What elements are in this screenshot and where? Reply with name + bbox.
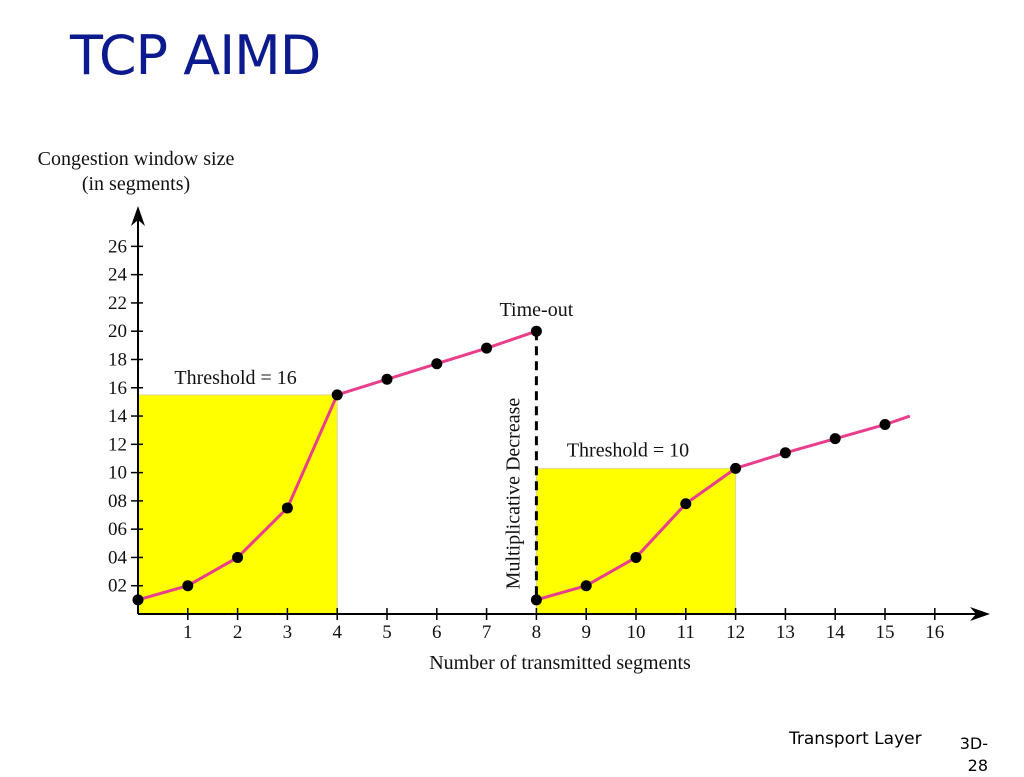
y-ticks: 02 04 06 08 10 12 14 16 18 20 22 24 26 xyxy=(108,236,143,597)
data-point xyxy=(431,358,443,370)
data-point xyxy=(132,594,144,606)
x-ticks: 1 2 3 4 5 6 7 8 9 10 11 12 13 14 15 16 xyxy=(183,608,944,643)
data-point xyxy=(730,462,742,474)
x-tick-label: 11 xyxy=(677,622,695,643)
y-tick-label: 06 xyxy=(108,519,127,540)
x-axis-arrow xyxy=(970,607,990,621)
x-tick-label: 2 xyxy=(233,622,243,643)
data-point xyxy=(580,580,592,592)
x-axis-label: Number of transmitted segments xyxy=(429,652,691,674)
y-tick-label: 22 xyxy=(108,293,127,314)
data-point xyxy=(381,373,393,385)
y-axis-arrow xyxy=(131,206,145,226)
data-point xyxy=(281,502,293,514)
x-tick-label: 14 xyxy=(826,622,846,643)
x-tick-label: 13 xyxy=(776,622,795,643)
threshold-10-label: Threshold = 10 xyxy=(567,439,689,461)
timeout-label: Time-out xyxy=(500,299,574,321)
slide-title: TCP AIMD xyxy=(70,24,321,87)
chart-annotations: Threshold = 16 Threshold = 10 Time-out M… xyxy=(174,299,689,589)
data-point xyxy=(630,551,642,563)
threshold-region-1 xyxy=(137,394,338,615)
y-tick-label: 14 xyxy=(108,406,128,427)
y-tick-label: 24 xyxy=(108,265,128,286)
data-point xyxy=(182,580,194,592)
data-point xyxy=(331,389,343,401)
data-point xyxy=(779,447,791,459)
data-point xyxy=(829,433,841,445)
y-tick-label: 20 xyxy=(108,321,127,342)
y-tick-label: 10 xyxy=(108,463,127,484)
threshold-regions xyxy=(137,394,737,615)
x-tick-label: 5 xyxy=(382,622,392,643)
y-tick-label: 26 xyxy=(108,236,127,257)
x-tick-label: 7 xyxy=(482,622,492,643)
x-tick-label: 3 xyxy=(283,622,293,643)
x-tick-label: 16 xyxy=(925,622,944,643)
threshold-16-label: Threshold = 16 xyxy=(174,367,296,389)
data-point xyxy=(680,498,692,510)
x-tick-label: 6 xyxy=(432,622,442,643)
data-point xyxy=(232,551,244,563)
x-tick-label: 1 xyxy=(183,622,193,643)
y-tick-label: 12 xyxy=(108,434,127,455)
data-point xyxy=(530,594,542,606)
y-tick-label: 18 xyxy=(108,349,127,370)
series-markers xyxy=(132,325,891,606)
data-point xyxy=(481,342,493,354)
x-tick-label: 9 xyxy=(581,622,591,643)
y-tick-label: 16 xyxy=(108,378,127,399)
x-tick-label: 10 xyxy=(627,622,646,643)
x-tick-label: 12 xyxy=(726,622,745,643)
footer-page-number: 3D-28 xyxy=(959,734,988,775)
y-tick-label: 08 xyxy=(108,491,127,512)
x-tick-label: 15 xyxy=(876,622,895,643)
x-tick-label: 8 xyxy=(532,622,542,643)
x-tick-label: 4 xyxy=(332,622,342,643)
y-axis-label-line-1: Congestion window size xyxy=(38,148,235,170)
multiplicative-decrease-label: Multiplicative Decrease xyxy=(502,398,524,590)
y-axis-label-line-2: (in segments) xyxy=(82,173,190,195)
y-tick-label: 02 xyxy=(108,576,127,597)
y-tick-label: 04 xyxy=(108,547,128,568)
data-point xyxy=(530,325,542,337)
footer-section-label: Transport Layer xyxy=(789,729,922,749)
data-point xyxy=(879,419,891,431)
